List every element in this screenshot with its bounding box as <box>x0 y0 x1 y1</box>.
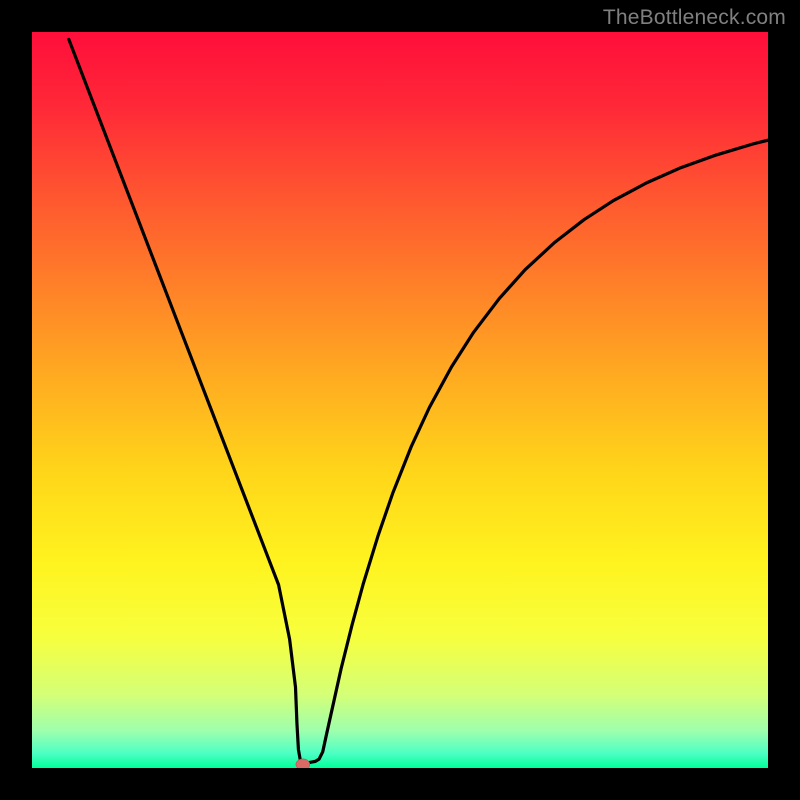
plot-frame <box>32 32 768 768</box>
minimum-marker <box>296 759 310 768</box>
bottleneck-curve <box>69 39 768 763</box>
plot-svg <box>32 32 768 768</box>
watermark-text: TheBottleneck.com <box>603 6 786 30</box>
gradient-background <box>32 32 768 768</box>
plot-area <box>32 32 768 768</box>
